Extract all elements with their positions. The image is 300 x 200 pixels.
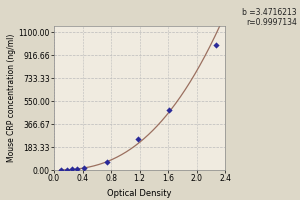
Point	[105, 161, 110, 164]
Point	[69, 168, 74, 171]
Point	[74, 167, 79, 171]
Text: b =3.4716213
r=0.9997134: b =3.4716213 r=0.9997134	[242, 8, 297, 27]
Point	[82, 166, 86, 169]
Point	[214, 43, 219, 46]
Point	[167, 108, 172, 111]
Y-axis label: Mouse CRP concentration (ng/ml): Mouse CRP concentration (ng/ml)	[7, 34, 16, 162]
X-axis label: Optical Density: Optical Density	[107, 189, 172, 198]
Point	[59, 168, 64, 172]
Point	[136, 138, 140, 141]
Point	[64, 168, 69, 171]
